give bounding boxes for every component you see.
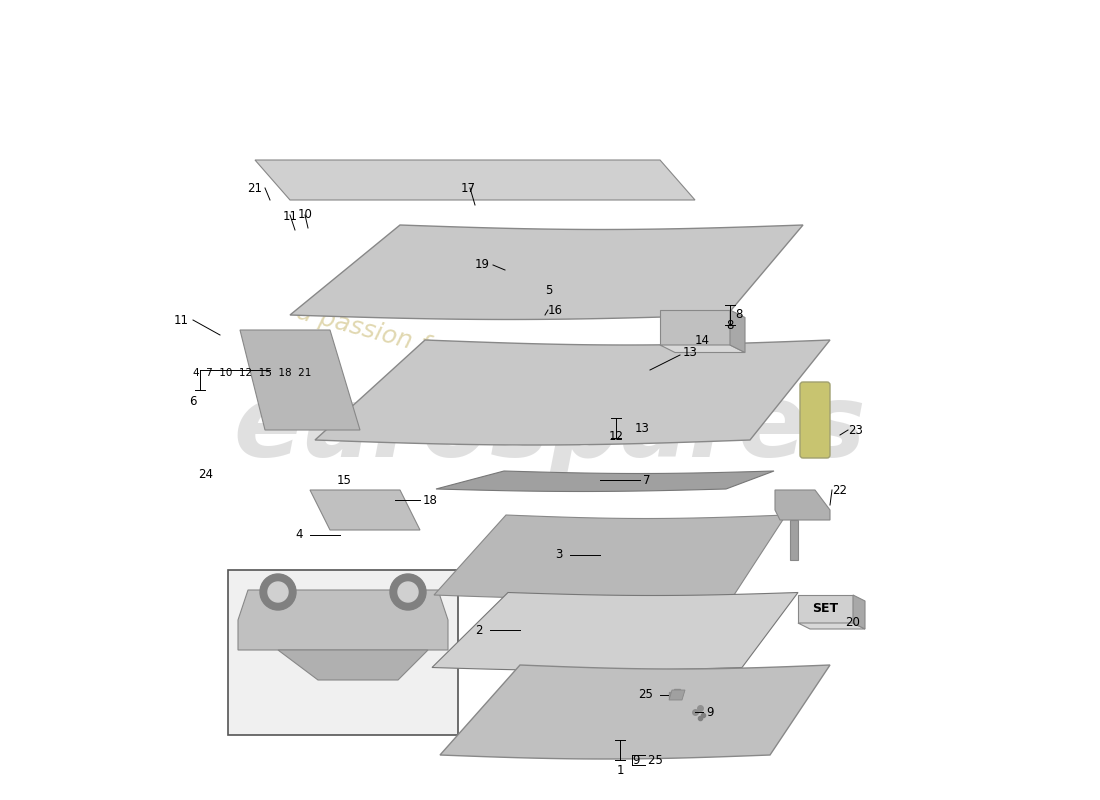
- Text: 16: 16: [548, 303, 563, 317]
- Text: 11: 11: [283, 210, 297, 223]
- Polygon shape: [660, 310, 730, 345]
- Text: 25: 25: [638, 689, 653, 702]
- Text: a passion for parts since 1985: a passion for parts since 1985: [295, 299, 666, 421]
- Text: 4: 4: [296, 529, 303, 542]
- Polygon shape: [315, 340, 830, 445]
- Text: SET: SET: [812, 602, 838, 615]
- Text: 24: 24: [198, 469, 213, 482]
- Polygon shape: [798, 595, 852, 623]
- Text: 1: 1: [616, 763, 624, 777]
- Text: 11: 11: [174, 314, 189, 326]
- Polygon shape: [660, 345, 745, 353]
- Text: eurospares: eurospares: [233, 382, 867, 478]
- Text: 17: 17: [461, 182, 475, 195]
- Text: 19: 19: [475, 258, 490, 271]
- Text: 2: 2: [475, 623, 483, 637]
- FancyBboxPatch shape: [800, 382, 830, 458]
- Text: 9  25: 9 25: [632, 754, 663, 766]
- Circle shape: [398, 582, 418, 602]
- Polygon shape: [290, 225, 803, 319]
- Polygon shape: [278, 650, 428, 680]
- Text: 3: 3: [556, 549, 563, 562]
- Circle shape: [260, 574, 296, 610]
- Polygon shape: [432, 593, 798, 670]
- Polygon shape: [790, 520, 798, 560]
- Text: 5: 5: [544, 283, 552, 297]
- Text: 14: 14: [695, 334, 710, 346]
- Text: 15: 15: [337, 474, 352, 486]
- Polygon shape: [255, 160, 695, 200]
- Polygon shape: [730, 310, 745, 353]
- Text: 8: 8: [735, 307, 743, 321]
- Polygon shape: [434, 515, 786, 598]
- Text: 10: 10: [298, 208, 312, 221]
- Bar: [228, 570, 458, 735]
- Text: 18: 18: [424, 494, 438, 506]
- Polygon shape: [310, 490, 420, 530]
- Text: 6: 6: [189, 395, 197, 408]
- Text: 7: 7: [644, 474, 650, 486]
- Polygon shape: [436, 471, 774, 491]
- Polygon shape: [669, 690, 685, 700]
- Text: 4  7  10  12  15  18  21: 4 7 10 12 15 18 21: [192, 368, 311, 378]
- Text: 12: 12: [608, 430, 624, 443]
- Text: 21: 21: [248, 182, 263, 195]
- Text: 13: 13: [635, 422, 650, 434]
- Circle shape: [268, 582, 288, 602]
- Text: 22: 22: [832, 483, 847, 497]
- Circle shape: [390, 574, 426, 610]
- Text: 13: 13: [683, 346, 697, 359]
- Polygon shape: [240, 330, 360, 430]
- Polygon shape: [798, 623, 865, 629]
- Text: 8: 8: [726, 319, 734, 332]
- Polygon shape: [776, 490, 830, 520]
- Polygon shape: [852, 595, 865, 629]
- Polygon shape: [238, 590, 448, 650]
- Text: 23: 23: [848, 423, 862, 437]
- Text: 20: 20: [845, 617, 860, 630]
- Text: 9: 9: [706, 706, 714, 718]
- Polygon shape: [440, 665, 830, 759]
